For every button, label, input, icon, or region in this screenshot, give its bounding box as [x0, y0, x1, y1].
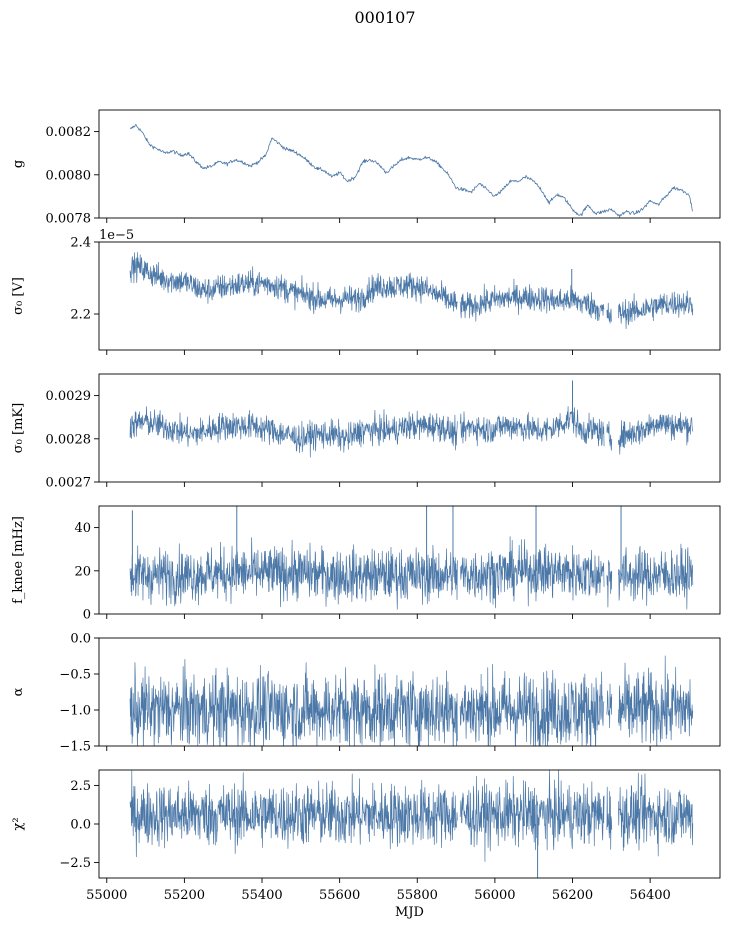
x-axis-label: MJD	[395, 905, 424, 920]
y-axis-label: α	[11, 687, 26, 696]
y-axis-label: χ²	[11, 817, 26, 830]
y-tick-label: 0.0078	[46, 212, 92, 227]
axes-frame	[98, 505, 721, 615]
series-line	[129, 770, 694, 878]
y-tick-label: 0.0	[70, 632, 91, 647]
y-tick-label: 40	[74, 521, 91, 536]
y-tick-label: −2.5	[59, 856, 91, 871]
y-tick-label: 2.2	[70, 308, 91, 323]
subplot-6: −2.5 0.0 2.5 55000 55200 55400 55600 55800 56000…	[11, 769, 721, 920]
offset-text: 1e−5	[99, 228, 134, 243]
x-tick-label: 55400	[241, 888, 282, 903]
y-axis-label: g	[11, 160, 26, 168]
y-axis-label: f_knee [mHz]	[11, 516, 26, 604]
y-tick-label: 2.5	[70, 779, 91, 794]
y-tick-label: −1.5	[59, 740, 91, 755]
series-line	[129, 380, 694, 458]
series-line	[129, 251, 694, 329]
y-tick-label: 0.0027	[46, 476, 92, 491]
y-tick-label: 0.0028	[46, 432, 92, 447]
x-tick-label: 56200	[552, 888, 593, 903]
y-axis-label: σ₀ [mK]	[11, 403, 26, 453]
y-tick-label: −0.5	[59, 668, 91, 683]
axes-frame	[98, 109, 721, 219]
subplot-1: 0.0078 0.0080 0.0082 g	[11, 109, 721, 227]
y-tick-label: 0.0082	[46, 125, 92, 140]
axes-frame	[98, 373, 721, 483]
y-tick-label: 0.0029	[46, 389, 92, 404]
axes-frame	[98, 241, 721, 351]
x-tick-label: 56000	[474, 888, 515, 903]
x-tick-label: 55800	[397, 888, 438, 903]
y-tick-label: 0	[83, 608, 91, 623]
series-line	[129, 124, 693, 218]
y-tick-label: 0.0	[70, 818, 91, 833]
y-tick-label: −1.0	[59, 704, 91, 719]
figure-title: 000107	[354, 8, 415, 27]
subplot-4: 0 20 40 f_knee [mHz]	[11, 505, 721, 623]
series-line	[129, 506, 694, 610]
y-axis-label: σ₀ [V]	[11, 277, 26, 315]
y-tick-label: 20	[74, 564, 91, 579]
y-tick-label: 2.4	[70, 236, 91, 251]
subplot-5: −1.5 −1.0 −0.5 0.0 α	[11, 632, 721, 755]
axes-frame	[98, 637, 721, 747]
y-tick-label: 0.0080	[46, 168, 92, 183]
x-tick-label: 55000	[86, 888, 127, 903]
x-tick-label: 56400	[629, 888, 670, 903]
subplot-2: 2.2 2.4 1e−5 σ₀ [V]	[11, 228, 721, 355]
x-tick-label: 55600	[319, 888, 360, 903]
series-line	[129, 655, 694, 746]
x-tick-label: 55200	[164, 888, 205, 903]
subplot-3: 0.0027 0.0028 0.0029 σ₀ [mK]	[11, 373, 721, 491]
